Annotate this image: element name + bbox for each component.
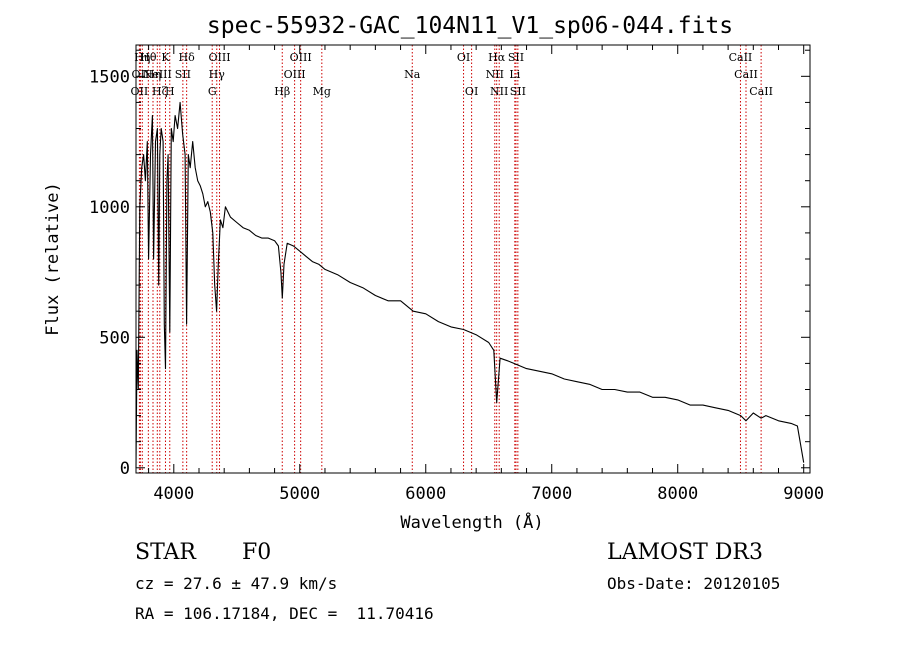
line-label: Hθ: [140, 51, 157, 64]
line-label: SII: [508, 51, 524, 64]
emission-line-labels: OIIOIIHηHθHηNeIIIHζKHSIIHδGHγOIIIHβOIIIO…: [131, 51, 773, 98]
line-label: CaII: [729, 51, 753, 64]
line-label: NeIII: [143, 68, 172, 81]
line-label: Mg: [313, 85, 331, 98]
x-tick-label: 9000: [783, 484, 824, 504]
line-label: CaII: [734, 68, 758, 81]
line-label: OI: [457, 51, 470, 64]
line-label: SII: [175, 68, 191, 81]
x-tick-label: 5000: [279, 484, 320, 504]
line-label: K: [161, 51, 170, 64]
line-label: Hδ: [179, 51, 196, 64]
line-label: OIII: [208, 51, 230, 64]
x-tick-label: 4000: [153, 484, 194, 504]
line-label: Hζ: [152, 85, 168, 98]
object-class: STAR: [135, 540, 196, 565]
x-tick-label: 7000: [531, 484, 572, 504]
line-label: Hη: [145, 68, 161, 81]
x-axis-label: Wavelength (Å): [400, 511, 543, 533]
spectrum-line: [135, 101, 805, 468]
survey-name: LAMOST DR3: [607, 540, 763, 565]
line-label: G: [208, 85, 217, 98]
x-axis-ticks: 4000 5000 6000 7000 8000 9000: [148, 45, 824, 504]
line-label: H: [165, 85, 175, 98]
coordinates-text: RA = 106.17184, DEC = 11.70416: [135, 604, 434, 623]
line-label: Li: [509, 68, 520, 81]
line-label: OII: [131, 85, 149, 98]
line-label: Hγ: [209, 68, 226, 81]
line-label: SII: [510, 85, 526, 98]
line-label: OIII: [290, 51, 312, 64]
observation-date: Obs-Date: 20120105: [607, 574, 781, 593]
y-axis-ticks: 0 500 1000 1500: [89, 49, 810, 479]
chart-title: spec-55932-GAC_104N11_V1_sp06-044.fits: [207, 13, 733, 39]
x-tick-label: 6000: [405, 484, 446, 504]
y-tick-label: 1500: [89, 67, 130, 87]
x-tick-label: 8000: [657, 484, 698, 504]
line-label: Hβ: [274, 85, 290, 98]
line-label: Hη: [134, 51, 150, 64]
y-tick-label: 0: [120, 459, 130, 479]
line-label: NII: [486, 68, 504, 81]
y-axis-label: Flux (relative): [43, 182, 63, 336]
line-label: OI: [465, 85, 478, 98]
emission-line-markers: [138, 45, 762, 473]
line-label: NII: [490, 85, 508, 98]
plot-frame: [135, 44, 811, 474]
spectrum-layer: [135, 101, 805, 468]
line-label: OIII: [284, 68, 306, 81]
line-label: Hα: [488, 51, 506, 64]
y-tick-label: 1000: [89, 198, 130, 218]
y-tick-label: 500: [99, 328, 130, 348]
line-label: Na: [404, 68, 421, 81]
spectral-subclass: F0: [242, 540, 272, 565]
redshift-text: cz = 27.6 ± 47.9 km/s: [135, 574, 338, 593]
line-label: CaII: [749, 85, 773, 98]
